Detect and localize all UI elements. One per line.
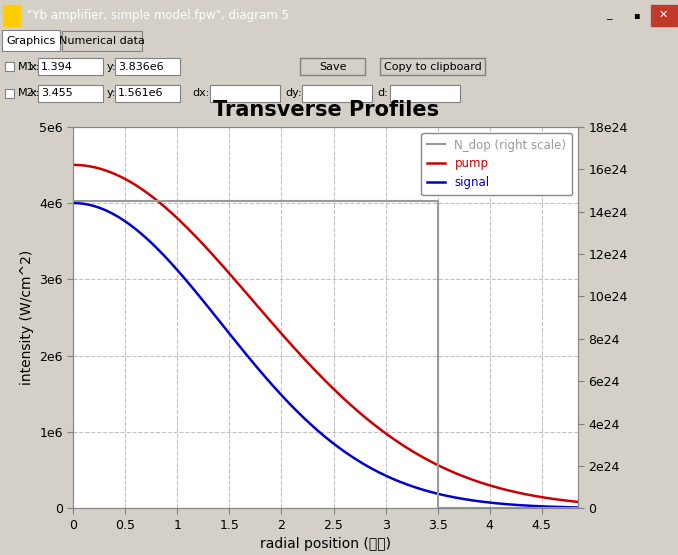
Title: Transverse Profiles: Transverse Profiles (213, 99, 439, 119)
Text: _: _ (606, 10, 612, 20)
Y-axis label: intensity (W/cm^2): intensity (W/cm^2) (20, 250, 34, 385)
FancyBboxPatch shape (2, 30, 60, 51)
FancyBboxPatch shape (62, 31, 142, 51)
X-axis label: radial position (殙殚): radial position (殙殚) (260, 537, 391, 551)
Bar (390, 85, 460, 102)
Legend: N_dop (right scale), pump, signal: N_dop (right scale), pump, signal (421, 133, 572, 195)
Bar (597, 4, 620, 26)
Text: dx:: dx: (192, 88, 210, 98)
Bar (115, 85, 180, 102)
Text: "Yb amplifier, simple model.fpw", diagram 5: "Yb amplifier, simple model.fpw", diagra… (27, 8, 289, 22)
Text: 1.561e6: 1.561e6 (118, 88, 163, 98)
Bar (5, 89, 14, 98)
Text: y:: y: (107, 88, 117, 98)
Text: dy:: dy: (285, 88, 302, 98)
Text: M2:: M2: (18, 88, 39, 98)
FancyBboxPatch shape (300, 58, 365, 75)
Bar (38, 58, 103, 75)
Bar (651, 4, 677, 26)
Text: d:: d: (377, 88, 388, 98)
Bar (5, 62, 14, 71)
Text: y:: y: (107, 62, 117, 72)
Text: Numerical data: Numerical data (59, 36, 145, 46)
Text: ✕: ✕ (659, 10, 669, 20)
Bar (624, 4, 647, 26)
Text: 3.455: 3.455 (41, 88, 73, 98)
Bar (210, 85, 280, 102)
Text: Save: Save (319, 62, 346, 72)
Text: Graphics: Graphics (6, 36, 56, 46)
Text: ▪: ▪ (633, 10, 639, 20)
Text: 1.394: 1.394 (41, 62, 73, 72)
Text: 3.836e6: 3.836e6 (118, 62, 163, 72)
Bar (302, 85, 372, 102)
Bar (3, 4, 20, 26)
Text: x:: x: (30, 88, 40, 98)
FancyBboxPatch shape (380, 58, 485, 75)
Bar (38, 85, 103, 102)
Bar (115, 58, 180, 75)
Text: Copy to clipboard: Copy to clipboard (384, 62, 481, 72)
Text: M1:: M1: (18, 62, 38, 72)
Text: x:: x: (30, 62, 40, 72)
